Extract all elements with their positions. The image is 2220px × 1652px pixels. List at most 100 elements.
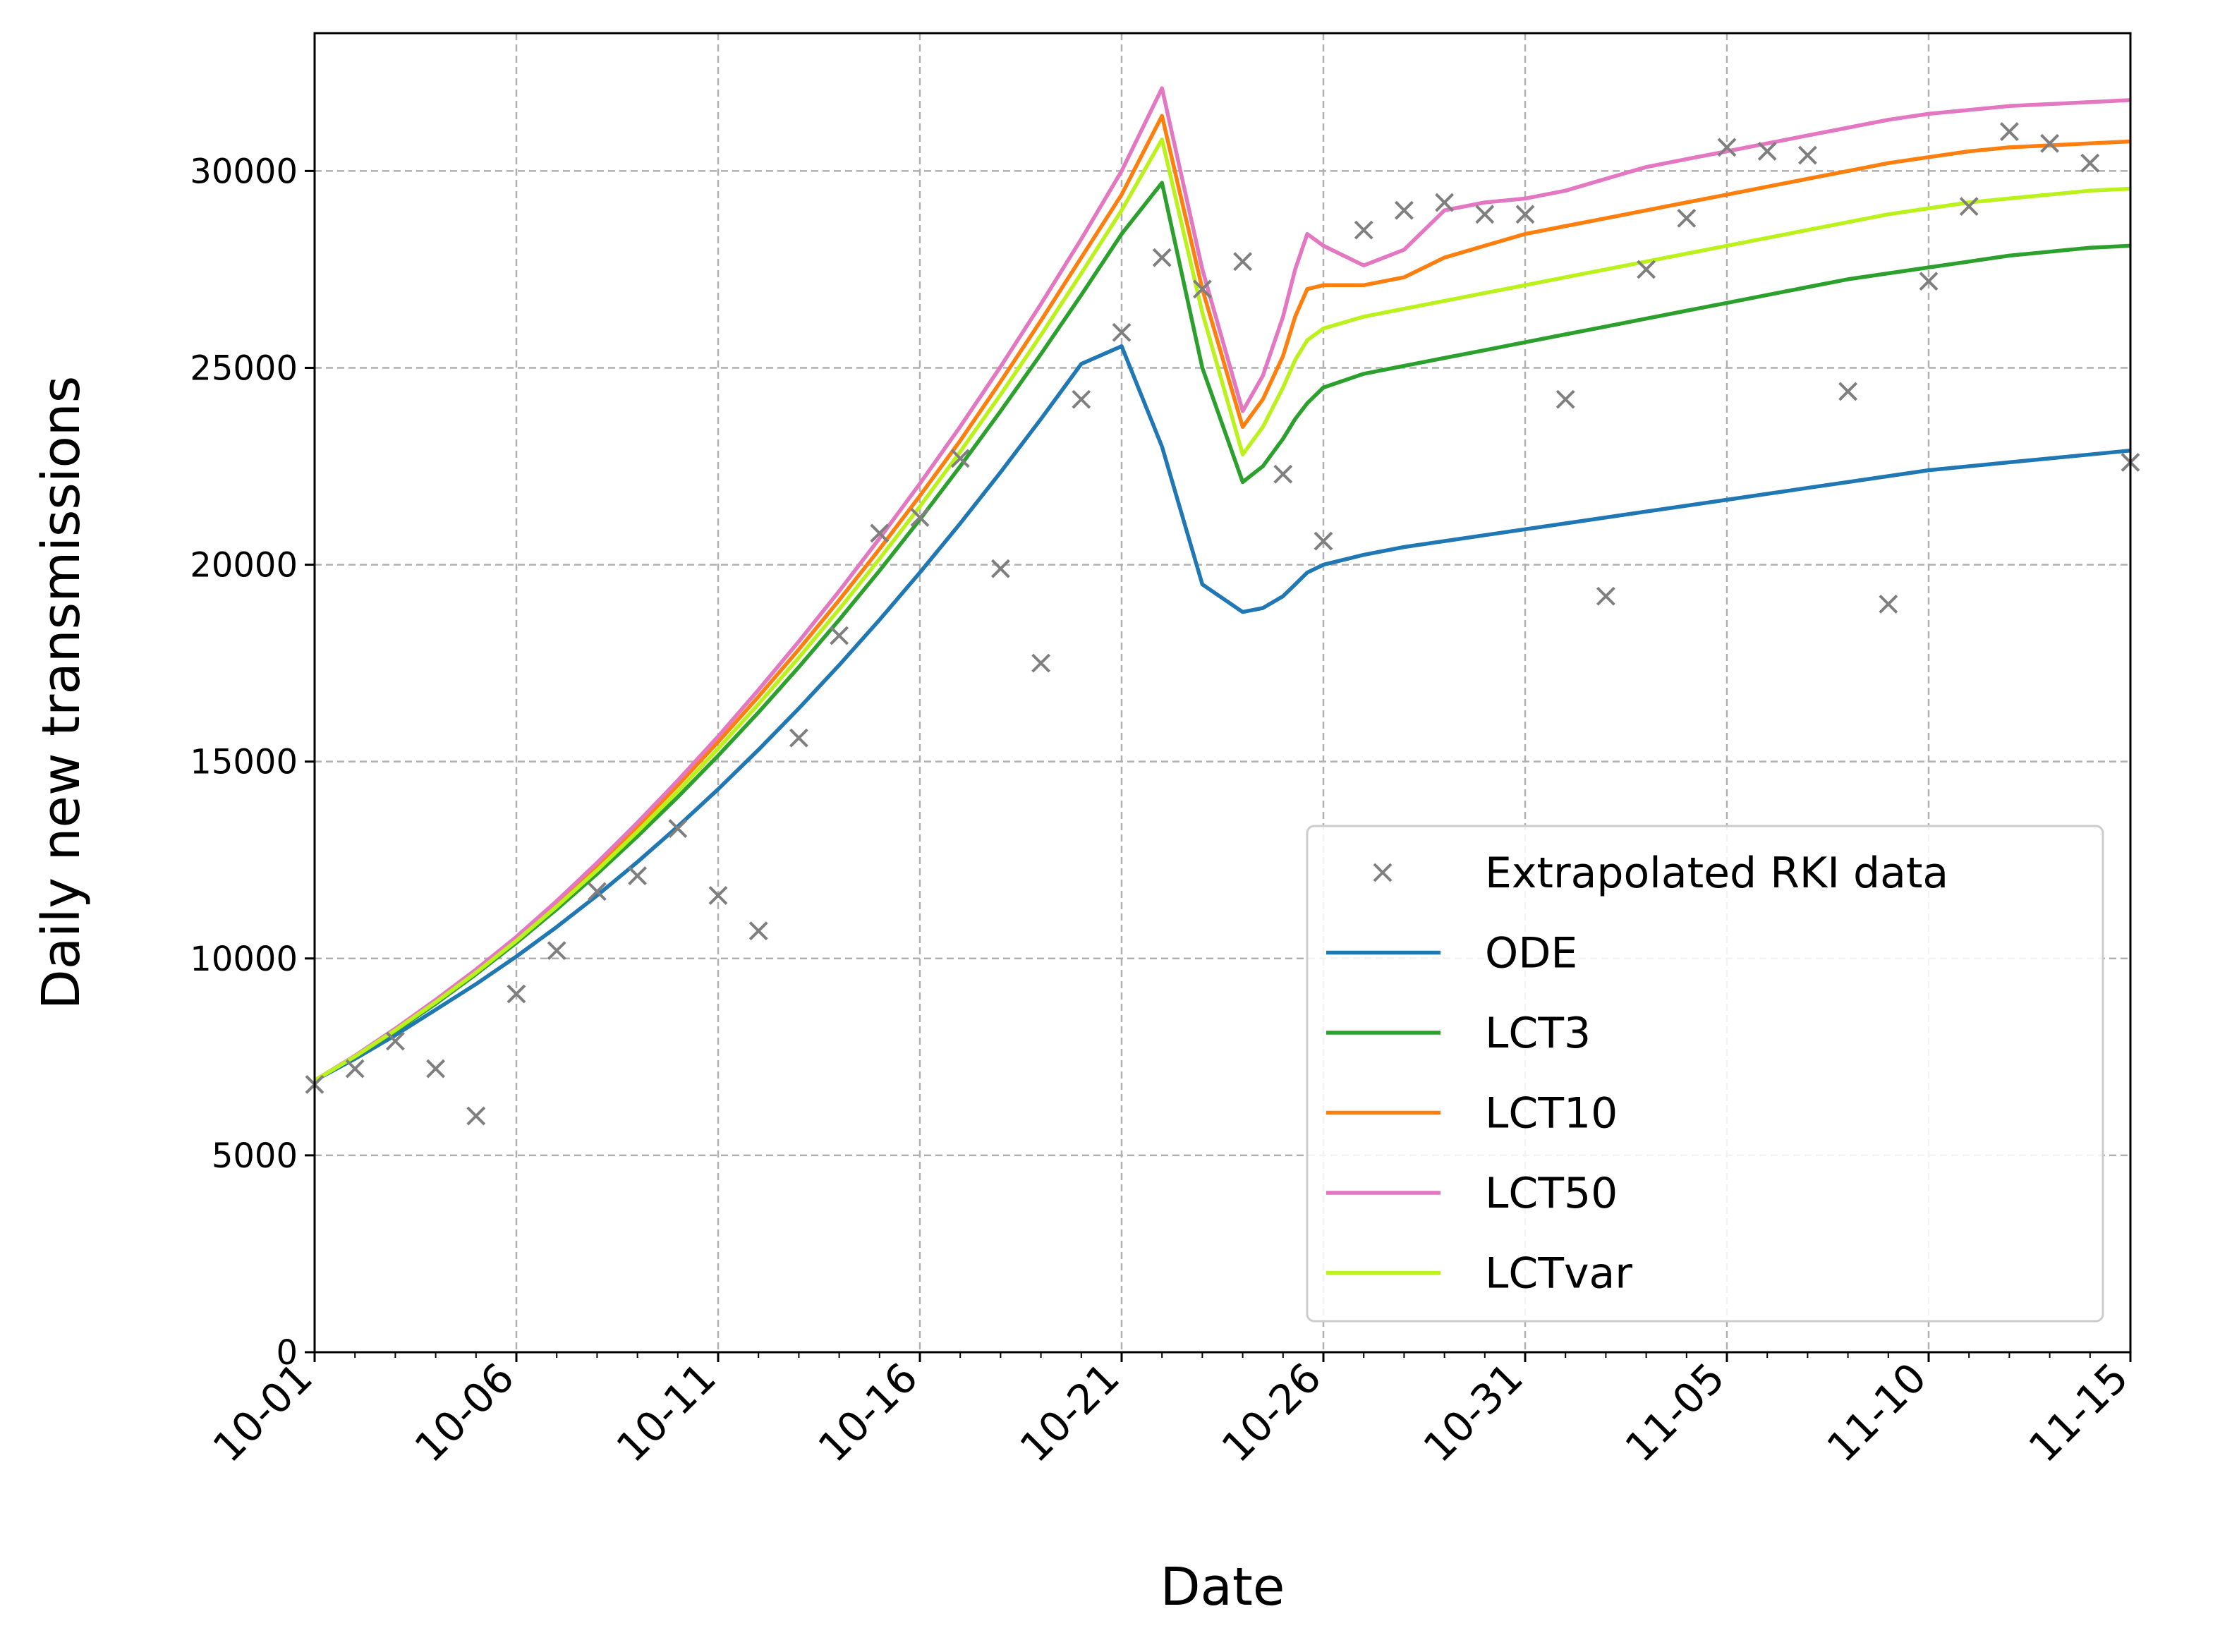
data-point <box>1717 138 1737 157</box>
x-marker <box>1959 197 1979 217</box>
x-marker <box>830 626 849 645</box>
x-marker <box>1192 279 1212 299</box>
data-point <box>910 508 930 528</box>
x-marker <box>870 523 890 543</box>
data-point <box>870 523 890 543</box>
legend-label: LCT10 <box>1485 1089 1618 1138</box>
x-marker <box>1919 272 1939 291</box>
x-marker <box>1233 252 1253 272</box>
data-point <box>1475 205 1495 224</box>
series-line-lct3 <box>313 181 2131 1083</box>
x-marker <box>1555 389 1575 409</box>
data-point <box>1555 389 1575 409</box>
y-tick-label: 5000 <box>212 1136 298 1176</box>
legend-box <box>1306 825 2104 1323</box>
x-marker <box>990 559 1010 578</box>
x-marker <box>1112 322 1132 342</box>
x-marker <box>1314 531 1333 551</box>
data-point <box>1596 586 1615 606</box>
series-layer <box>313 86 2131 1083</box>
data-point <box>587 882 607 901</box>
y-axis-label: Daily new transmissions <box>31 376 92 1010</box>
x-marker <box>466 1106 486 1126</box>
x-marker <box>1475 205 1495 224</box>
series-line-lct50 <box>313 86 2131 1083</box>
x-marker <box>910 508 930 528</box>
series-line-lct10 <box>313 114 2131 1083</box>
x-marker <box>385 1031 405 1051</box>
x-marker <box>1031 653 1051 673</box>
data-point <box>1999 122 2019 141</box>
data-point <box>1031 653 1051 673</box>
data-point <box>628 866 648 885</box>
grid-lines <box>315 33 2130 1352</box>
legend-marker-x <box>1373 863 1393 882</box>
y-tick-label: 10000 <box>190 940 298 979</box>
data-point <box>2080 153 2100 173</box>
data-point <box>789 728 808 748</box>
data-point <box>1112 322 1132 342</box>
x-marker <box>345 1059 365 1079</box>
data-point <box>1838 382 1858 401</box>
scatter-layer <box>305 122 2140 1126</box>
data-point <box>1152 248 1172 267</box>
legend-label: LCTvar <box>1485 1249 1632 1299</box>
x-marker <box>1072 389 1091 409</box>
data-point <box>1072 389 1091 409</box>
y-tick-label: 20000 <box>190 546 298 585</box>
legend-label: LCT3 <box>1485 1009 1591 1058</box>
data-point <box>2040 133 2060 153</box>
x-marker <box>1435 193 1455 212</box>
data-point <box>990 559 1010 578</box>
data-point <box>1919 272 1939 291</box>
x-marker <box>507 984 526 1004</box>
data-point <box>507 984 526 1004</box>
data-point <box>1637 260 1656 279</box>
data-point <box>1192 279 1212 299</box>
y-tick-label: 15000 <box>190 743 298 782</box>
data-point <box>668 819 688 838</box>
x-marker <box>1677 208 1697 228</box>
data-point <box>1879 594 1898 614</box>
data-point <box>830 626 849 645</box>
data-point <box>547 941 566 961</box>
x-marker <box>1273 464 1293 484</box>
data-point <box>1273 464 1293 484</box>
x-marker <box>1394 200 1414 220</box>
x-marker <box>1354 220 1373 240</box>
x-marker <box>2080 153 2100 173</box>
x-marker <box>950 449 970 468</box>
y-tick-label: 25000 <box>190 348 298 388</box>
data-point <box>1233 252 1253 272</box>
x-marker <box>748 921 768 941</box>
x-marker <box>547 941 566 961</box>
x-marker <box>1838 382 1858 401</box>
legend-label: LCT50 <box>1485 1169 1618 1218</box>
data-point <box>1314 531 1333 551</box>
x-marker <box>789 728 808 748</box>
x-marker <box>1999 122 2019 141</box>
x-marker <box>426 1059 446 1079</box>
data-point <box>385 1031 405 1051</box>
data-point <box>950 449 970 468</box>
x-marker <box>1515 205 1535 224</box>
x-marker <box>1879 594 1898 614</box>
y-tick-label: 30000 <box>190 152 298 191</box>
data-point <box>1354 220 1373 240</box>
data-point <box>466 1106 486 1126</box>
data-point <box>1435 193 1455 212</box>
x-marker <box>708 886 728 905</box>
axes-frame <box>313 32 2132 1354</box>
data-point <box>1959 197 1979 217</box>
data-point <box>748 921 768 941</box>
data-point <box>1677 208 1697 228</box>
data-point <box>426 1059 446 1079</box>
x-marker <box>1152 248 1172 267</box>
legend-label: ODE <box>1485 929 1577 978</box>
x-marker <box>628 866 648 885</box>
data-point <box>1394 200 1414 220</box>
x-marker <box>668 819 688 838</box>
data-point <box>1757 142 1777 161</box>
data-point <box>1797 145 1817 165</box>
